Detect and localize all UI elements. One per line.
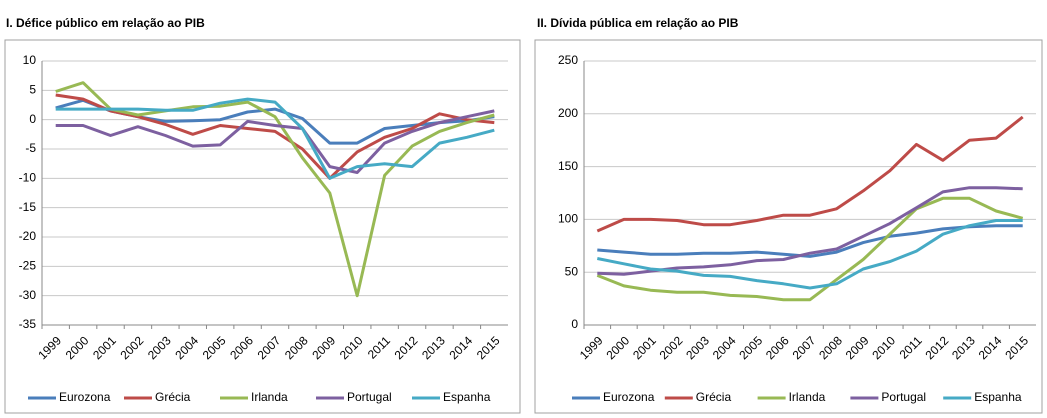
x-tick-label: 2013	[949, 333, 978, 362]
x-tick-label: 2010	[337, 333, 366, 362]
series-line	[55, 93, 495, 180]
x-tick-label: 2003	[683, 333, 712, 362]
x-tick-label: 2007	[255, 333, 284, 362]
x-tick-label: 2008	[816, 333, 845, 362]
y-tick-label: -10	[19, 171, 37, 185]
y-tick-label: -25	[19, 259, 37, 273]
y-tick-label: 10	[23, 53, 37, 67]
legend-label: Portugal	[881, 390, 926, 404]
chart-title: I. Défice público em relação ao PIB	[6, 16, 205, 30]
y-tick-label: -30	[19, 288, 37, 302]
y-tick-label: 100	[558, 212, 578, 226]
series-line	[597, 224, 1023, 258]
y-tick-label: -15	[19, 200, 37, 214]
x-tick-label: 2011	[897, 333, 925, 361]
x-tick-label: 2015	[474, 333, 503, 362]
x-tick-label: 2003	[145, 333, 174, 362]
y-tick-label: -35	[19, 317, 37, 331]
legend-label: Eurozona	[59, 390, 111, 404]
x-tick-label: 2006	[227, 333, 256, 362]
series-line	[55, 109, 495, 174]
x-tick-label: 2010	[869, 333, 898, 362]
y-tick-label: 5	[29, 83, 36, 97]
x-tick-label: 2001	[90, 333, 119, 362]
x-tick-label: 2004	[172, 333, 201, 362]
legend-label: Espanha	[974, 390, 1022, 404]
y-tick-label: 0	[29, 112, 36, 126]
x-tick-label: 2004	[710, 333, 739, 362]
panel-frame	[4, 39, 521, 414]
y-tick-label: 200	[558, 106, 578, 120]
y-tick-label: 250	[558, 53, 578, 67]
series-line	[55, 97, 495, 180]
y-tick-label: -5	[25, 141, 36, 155]
series-line	[55, 81, 495, 298]
y-tick-label: 0	[571, 317, 578, 331]
x-tick-label: 2001	[630, 333, 659, 362]
y-tick-label: 150	[558, 159, 578, 173]
x-tick-label: 2000	[63, 333, 92, 362]
legend-label: Eurozona	[603, 390, 655, 404]
x-tick-label: 2005	[736, 333, 765, 362]
y-tick-label: 50	[565, 264, 579, 278]
panel-frame	[534, 39, 1043, 414]
x-tick-label: 2002	[657, 333, 686, 362]
x-tick-label: 2006	[763, 333, 792, 362]
x-tick-label: 2014	[976, 333, 1005, 362]
x-tick-label: 1999	[577, 333, 606, 362]
series-line	[596, 196, 1024, 302]
x-tick-label: 2000	[603, 333, 632, 362]
x-tick-label: 2011	[365, 333, 393, 361]
legend-label: Grécia	[155, 390, 191, 404]
legend-label: Grécia	[696, 390, 732, 404]
x-tick-label: 2014	[446, 333, 475, 362]
series-line	[597, 219, 1023, 290]
x-tick-label: 2015	[1002, 333, 1031, 362]
x-tick-label: 2007	[790, 333, 819, 362]
x-tick-label: 2005	[200, 333, 229, 362]
y-tick-label: -20	[19, 229, 37, 243]
series-line	[596, 115, 1024, 233]
x-tick-label: 2012	[923, 333, 952, 362]
series-line	[597, 186, 1023, 276]
chart-title: II. Dívida pública em relação ao PIB	[537, 16, 739, 30]
legend-label: Irlanda	[789, 390, 826, 404]
x-tick-label: 2013	[419, 333, 448, 362]
x-tick-label: 1999	[35, 333, 64, 362]
legend-label: Espanha	[443, 390, 491, 404]
x-tick-label: 2009	[309, 333, 338, 362]
x-tick-label: 2008	[282, 333, 311, 362]
x-tick-label: 2009	[843, 333, 872, 362]
x-tick-label: 2012	[392, 333, 421, 362]
x-tick-label: 2002	[118, 333, 147, 362]
legend-label: Irlanda	[251, 390, 288, 404]
legend-label: Portugal	[347, 390, 392, 404]
